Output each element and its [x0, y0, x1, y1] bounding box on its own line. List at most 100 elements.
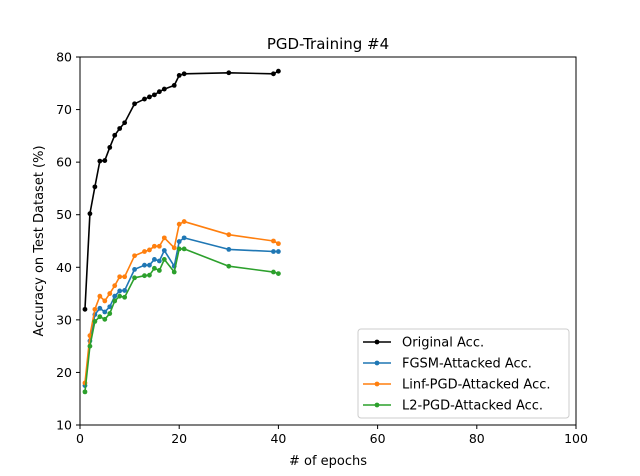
- data-point: [176, 221, 182, 227]
- data-point: [92, 319, 98, 324]
- data-point: [117, 274, 123, 280]
- legend-box: [357, 328, 570, 419]
- data-point: [181, 219, 187, 224]
- data-point: [176, 246, 182, 252]
- data-point: [132, 266, 137, 272]
- x-tick-label: 40: [270, 431, 286, 446]
- data-point: [142, 273, 147, 279]
- data-point: [152, 92, 157, 98]
- data-point: [122, 288, 128, 293]
- ticks-layer: 0 20 40 60 80 100 10 20 30 40 50 60 70 80: [56, 50, 588, 447]
- data-point: [176, 239, 182, 244]
- x-tick-label: 100: [564, 431, 588, 446]
- y-tick-label: 50: [56, 207, 72, 222]
- data-point: [161, 235, 167, 241]
- data-point: [122, 274, 128, 280]
- data-point: [102, 298, 108, 304]
- data-point: [132, 253, 137, 259]
- x-tick-label: 20: [171, 431, 187, 446]
- data-point: [117, 126, 123, 131]
- legend-label: Original Acc.: [402, 336, 484, 351]
- data-point: [82, 306, 88, 312]
- data-point: [142, 96, 147, 102]
- series-0: [82, 68, 281, 312]
- data-point: [152, 265, 157, 271]
- data-point: [271, 249, 276, 254]
- data-point: [132, 101, 137, 107]
- data-point: [181, 246, 187, 252]
- data-point: [156, 268, 162, 273]
- series-3: [82, 246, 281, 395]
- data-point: [122, 294, 128, 300]
- data-point: [112, 132, 118, 138]
- data-point: [271, 269, 276, 275]
- chart-title: PGD-Training #4: [267, 35, 389, 53]
- data-point: [87, 211, 93, 217]
- data-point: [92, 306, 98, 312]
- data-point: [97, 158, 103, 164]
- data-point: [92, 184, 98, 190]
- y-tick-label: 10: [56, 418, 72, 433]
- x-axis-title: # of epochs: [289, 454, 367, 469]
- data-point: [107, 311, 113, 316]
- data-point: [181, 71, 187, 77]
- data-point: [226, 263, 232, 269]
- legend-swatch-marker: [374, 402, 380, 408]
- data-point: [112, 298, 118, 304]
- data-point: [87, 343, 93, 349]
- data-point: [161, 86, 167, 92]
- data-point: [97, 305, 103, 311]
- data-point: [152, 257, 157, 262]
- y-tick-label: 20: [56, 365, 72, 380]
- series-1: [82, 235, 281, 388]
- data-point: [117, 288, 123, 294]
- data-point: [276, 68, 281, 74]
- data-point: [181, 235, 187, 241]
- x-tick-label: 0: [76, 431, 84, 446]
- data-point: [147, 272, 152, 278]
- data-point: [152, 243, 157, 249]
- data-point: [142, 249, 147, 254]
- data-point: [171, 82, 177, 88]
- data-point: [276, 271, 281, 276]
- data-point: [161, 248, 167, 253]
- data-point: [156, 89, 162, 95]
- data-point: [276, 249, 281, 254]
- data-point: [226, 232, 232, 238]
- y-axis-title: Accuracy on Test Dataset (%): [32, 145, 47, 336]
- data-point: [102, 309, 108, 315]
- data-point: [112, 293, 118, 299]
- legend-label: Linf-PGD-Attacked Acc.: [402, 378, 551, 393]
- data-point: [122, 120, 128, 126]
- data-point: [171, 245, 177, 251]
- y-tick-label: 30: [56, 312, 72, 327]
- data-point: [161, 257, 167, 262]
- legend-label: FGSM-Attacked Acc.: [402, 357, 532, 372]
- data-point: [147, 94, 152, 100]
- y-tick-label: 60: [56, 155, 72, 170]
- data-point: [107, 291, 113, 296]
- series-layer: [82, 68, 281, 395]
- data-point: [271, 71, 276, 77]
- x-tick-label: 80: [469, 431, 485, 446]
- data-point: [102, 316, 108, 322]
- x-tick-label: 60: [370, 431, 386, 446]
- data-point: [226, 247, 232, 252]
- legend-label: L2-PGD-Attacked Acc.: [402, 399, 543, 414]
- data-point: [112, 283, 118, 289]
- y-tick-label: 40: [56, 260, 72, 275]
- data-point: [102, 158, 108, 163]
- data-point: [107, 145, 113, 150]
- data-point: [156, 258, 162, 264]
- data-point: [142, 262, 147, 268]
- data-point: [147, 247, 152, 253]
- data-point: [107, 304, 113, 310]
- data-point: [82, 389, 88, 395]
- data-point: [171, 269, 177, 275]
- legend-swatch-marker: [374, 360, 380, 366]
- data-point: [276, 241, 281, 247]
- data-point: [97, 314, 103, 320]
- legend-swatch-marker: [374, 381, 380, 387]
- data-point: [97, 293, 103, 299]
